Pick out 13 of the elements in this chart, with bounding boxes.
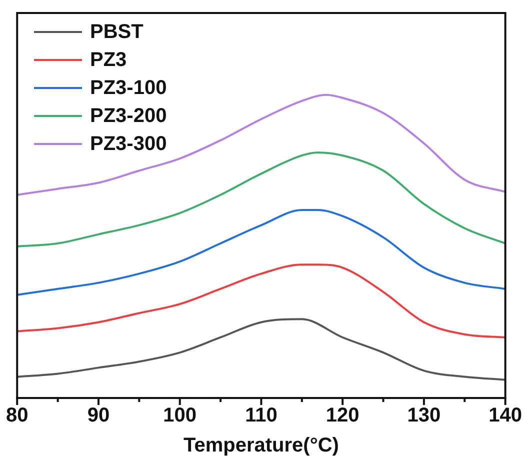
- legend-label: PZ3-200: [90, 104, 167, 128]
- legend-label: PZ3: [90, 48, 127, 72]
- legend-label: PBST: [90, 20, 144, 44]
- x-tick-label: 90: [87, 404, 110, 427]
- x-tick-label: 80: [6, 404, 28, 427]
- x-tick-label: 110: [245, 404, 278, 427]
- legend-label: PZ3-300: [90, 132, 167, 156]
- x-tick-label: 140: [488, 404, 522, 427]
- x-axis-title: Temperature(°C): [184, 434, 339, 457]
- x-tick-label: 100: [163, 404, 197, 427]
- x-tick-label: 130: [407, 404, 441, 427]
- x-tick-label: 120: [326, 404, 360, 427]
- legend-label: PZ3-100: [90, 76, 167, 100]
